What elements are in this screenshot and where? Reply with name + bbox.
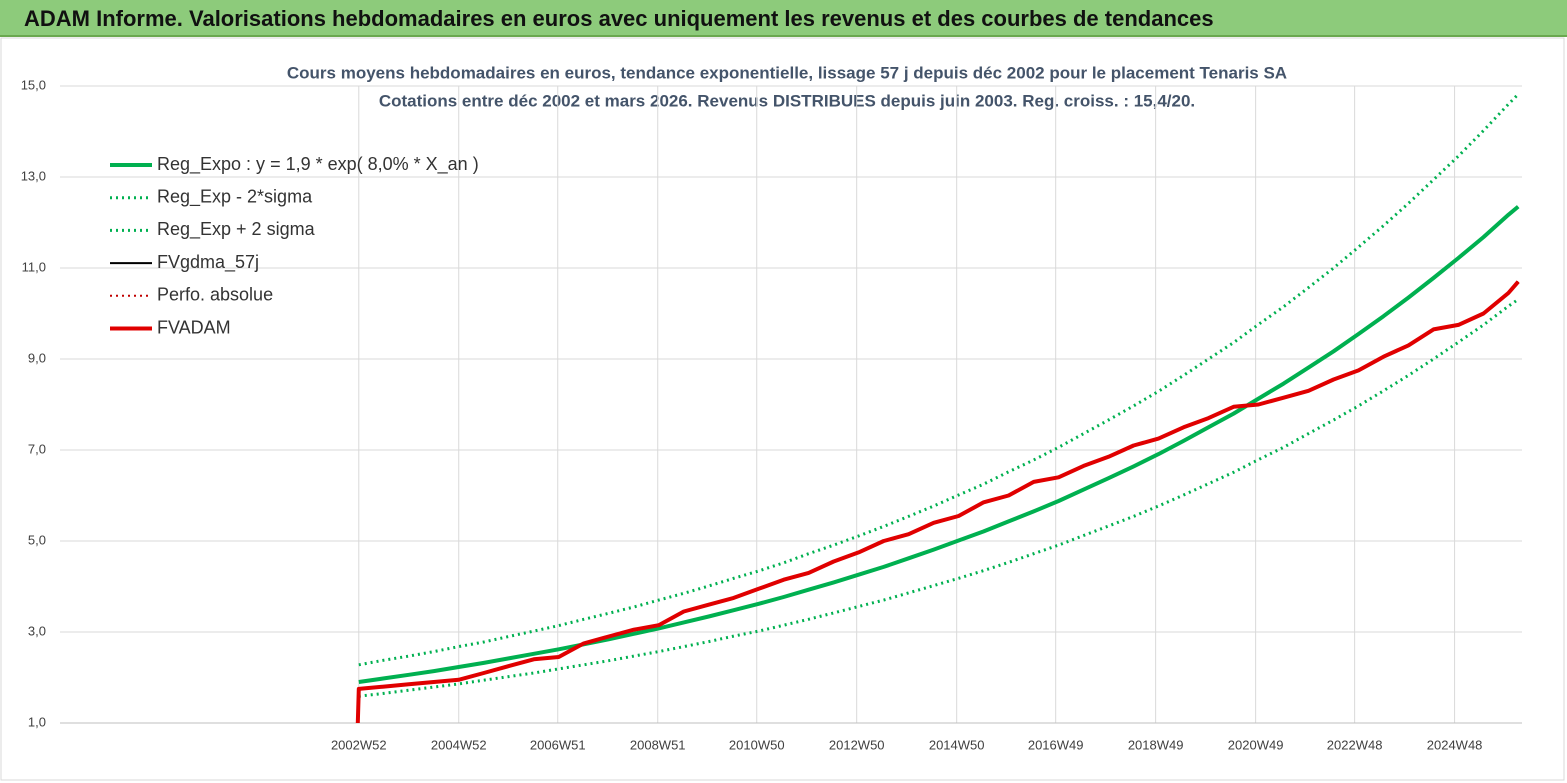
chart-border (0, 37, 1565, 781)
page-title: ADAM Informe. Valorisations hebdomadaire… (24, 6, 1214, 31)
chart-subtitle: Cotations entre déc 2002 et mars 2026. R… (379, 91, 1195, 110)
x-tick-label: 2020W49 (1228, 737, 1284, 752)
legend-label: FVgdma_57j (157, 252, 259, 273)
legend-label: FVADAM (157, 317, 231, 337)
y-tick-label: 3,0 (28, 623, 46, 638)
header-bar: ADAM Informe. Valorisations hebdomadaire… (0, 0, 1567, 37)
y-tick-label: 13,0 (21, 168, 46, 183)
x-tick-label: 2006W51 (530, 737, 586, 752)
x-tick-label: 2010W50 (729, 737, 785, 752)
x-tick-label: 2004W52 (431, 737, 487, 752)
x-tick-label: 2012W50 (829, 737, 885, 752)
x-tick-label: 2024W48 (1427, 737, 1483, 752)
chart-subtitle: Cours moyens hebdomadaires en euros, ten… (287, 63, 1287, 82)
series-line (358, 205, 1520, 684)
series-line (355, 280, 1520, 724)
legend-label: Perfo. absolue (157, 285, 273, 305)
y-tick-label: 5,0 (28, 532, 46, 547)
x-tick-label: 2002W52 (331, 737, 387, 752)
y-tick-label: 11,0 (22, 259, 46, 274)
x-tick-label: 2016W49 (1028, 737, 1084, 752)
x-tick-label: 2022W48 (1327, 737, 1383, 752)
y-tick-label: 9,0 (28, 350, 46, 365)
legend-label: Reg_Exp + 2 sigma (157, 219, 316, 240)
x-tick-label: 2018W49 (1128, 737, 1184, 752)
series-line (358, 93, 1520, 667)
y-tick-label: 15,0 (21, 77, 46, 92)
legend-label: Reg_Expo : y = 1,9 * exp( 8,0% * X_an ) (157, 154, 479, 175)
x-tick-label: 2014W50 (929, 737, 985, 752)
x-tick-label: 2008W51 (630, 737, 686, 752)
y-tick-label: 1,0 (28, 714, 46, 729)
y-tick-label: 7,0 (28, 441, 46, 456)
legend-label: Reg_Exp - 2*sigma (157, 186, 313, 207)
chart: Cours moyens hebdomadaires en euros, ten… (0, 37, 1565, 781)
